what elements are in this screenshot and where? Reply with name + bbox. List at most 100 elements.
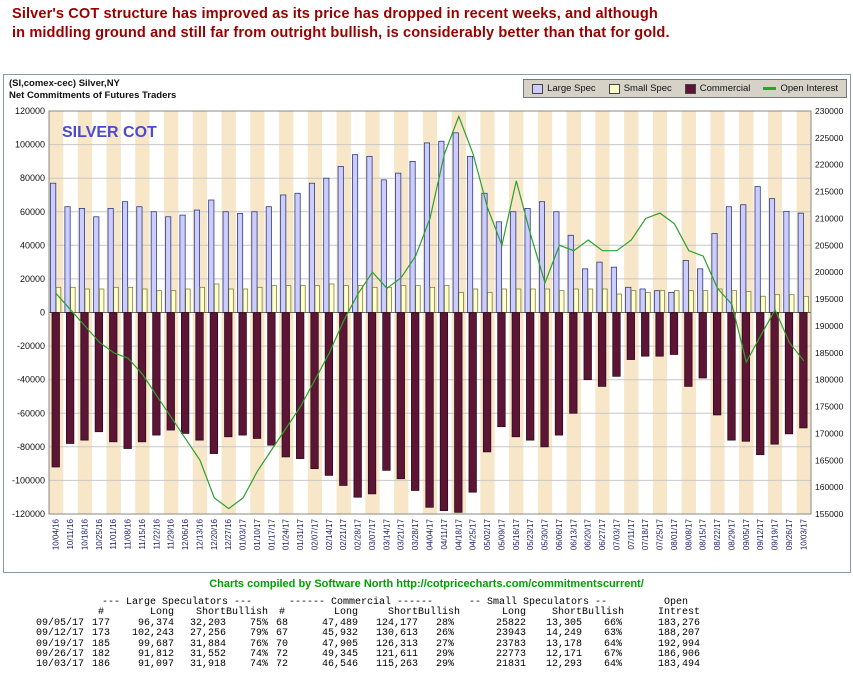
svg-text:05/23/17: 05/23/17 [526, 518, 535, 550]
svg-text:06/06/17: 06/06/17 [555, 518, 564, 550]
svg-text:05/30/17: 05/30/17 [541, 518, 550, 550]
svg-text:205000: 205000 [815, 240, 844, 250]
svg-text:195000: 195000 [815, 294, 844, 304]
svg-text:08/22/17: 08/22/17 [713, 518, 722, 550]
table-cell: 183,494 [657, 659, 700, 671]
table-cell: 76% [249, 638, 268, 650]
table-cell: 99,687 [137, 638, 174, 650]
table-cell: Bullish [418, 607, 461, 619]
table-cell: 45,932 [321, 628, 358, 640]
svg-text:03/28/17: 03/28/17 [411, 518, 420, 550]
table-cell: 72 [275, 649, 288, 661]
chart-instrument: (SI,comex-cec) Silver,NY [9, 78, 120, 89]
table-cell: 26% [435, 628, 454, 640]
chart-title-block: (SI,comex-cec) Silver,NY Net Commitments… [9, 78, 176, 101]
svg-text:10/18/16: 10/18/16 [80, 518, 89, 550]
svg-text:0: 0 [40, 308, 45, 318]
table-cell: 31,918 [189, 659, 226, 671]
table-cell: 47,905 [321, 638, 358, 650]
svg-text:05/09/17: 05/09/17 [497, 518, 506, 550]
svg-text:220000: 220000 [815, 160, 844, 170]
svg-text:120000: 120000 [15, 106, 45, 116]
table-cell: Bullish [582, 607, 625, 619]
svg-text:12/27/16: 12/27/16 [224, 518, 233, 550]
table-cell: 09/26/17 [36, 649, 85, 661]
table-cell: 27% [435, 638, 454, 650]
headline-line1: Silver's COT structure has improved as i… [12, 6, 658, 22]
table-cell: 25822 [495, 617, 526, 629]
table-cell: # [97, 607, 104, 619]
svg-text:165000: 165000 [815, 455, 844, 465]
legend-item-small-spec: Small Spec [608, 83, 672, 94]
table-cell: 63% [603, 628, 622, 640]
svg-text:09/26/17: 09/26/17 [785, 518, 794, 550]
table-cell: 186 [91, 659, 110, 671]
table-cell: 29% [435, 649, 454, 661]
svg-text:04/25/17: 04/25/17 [469, 518, 478, 550]
table-cell: 74% [249, 649, 268, 661]
svg-text:230000: 230000 [815, 106, 844, 116]
legend-label-small-spec: Small Spec [623, 83, 672, 94]
svg-text:11/01/16: 11/01/16 [109, 518, 118, 549]
legend-label-open-interest: Open Interest [780, 83, 838, 94]
svg-text:03/07/17: 03/07/17 [368, 518, 377, 550]
svg-text:06/13/17: 06/13/17 [569, 518, 578, 550]
table-cell: 91,812 [137, 649, 174, 661]
svg-text:04/11/17: 04/11/17 [440, 518, 449, 549]
table-cell: 10/03/17 [36, 659, 85, 671]
svg-text:210000: 210000 [815, 214, 844, 224]
legend-item-commercial: Commercial [684, 83, 750, 94]
table-cell: 29% [435, 659, 454, 671]
svg-text:200000: 200000 [815, 267, 844, 277]
commercial-swatch-icon [684, 83, 696, 94]
table-cell: 96,374 [137, 617, 174, 629]
svg-text:05/02/17: 05/02/17 [483, 518, 492, 550]
svg-text:100000: 100000 [15, 140, 45, 150]
table-cell: 27,256 [189, 628, 226, 640]
table-cell: Short [387, 607, 418, 619]
table-cell: -- Small Speculators -- [468, 597, 608, 608]
table-cell: 64% [603, 659, 622, 671]
svg-text:11/15/16: 11/15/16 [138, 518, 147, 549]
svg-text:11/08/16: 11/08/16 [124, 518, 133, 549]
table-cell [36, 598, 86, 608]
svg-text:12/06/16: 12/06/16 [181, 518, 190, 550]
table-cell: 28% [435, 617, 454, 629]
svg-text:07/18/17: 07/18/17 [641, 518, 650, 550]
table-cell: 31,552 [189, 649, 226, 661]
small-spec-swatch-icon [608, 83, 620, 94]
svg-text:11/22/16: 11/22/16 [152, 518, 161, 549]
table-cell: 185 [91, 638, 110, 650]
chart-legend: Large Spec Small Spec Commercial Open In… [523, 79, 847, 98]
table-cell: 126,313 [375, 638, 418, 650]
table-cell: 23943 [495, 628, 526, 640]
svg-text:01/24/17: 01/24/17 [282, 518, 291, 550]
table-cell: 183,276 [657, 617, 700, 629]
large-spec-swatch-icon [532, 83, 544, 94]
svg-text:10/25/16: 10/25/16 [95, 518, 104, 550]
table-cell: 12,171 [545, 649, 582, 661]
svg-text:80000: 80000 [20, 173, 45, 183]
svg-text:215000: 215000 [815, 187, 844, 197]
svg-text:01/17/17: 01/17/17 [267, 518, 276, 550]
table-cell: 121,611 [375, 649, 418, 661]
svg-text:175000: 175000 [815, 402, 844, 412]
table-cell: # [278, 607, 285, 619]
legend-label-large-spec: Large Spec [547, 83, 596, 94]
svg-text:190000: 190000 [815, 321, 844, 331]
table-cell: 75% [249, 617, 268, 629]
svg-text:09/12/17: 09/12/17 [756, 518, 765, 550]
svg-text:60000: 60000 [20, 207, 45, 217]
chart-panel: (SI,comex-cec) Silver,NY Net Commitments… [3, 74, 851, 573]
svg-text:08/01/17: 08/01/17 [670, 518, 679, 550]
table-cell: 188,207 [657, 628, 700, 640]
table-cell: 177 [91, 617, 110, 629]
svg-text:01/10/17: 01/10/17 [253, 518, 262, 550]
table-cell: 47,489 [321, 617, 358, 629]
svg-text:04/04/17: 04/04/17 [426, 518, 435, 550]
table-cell: 67% [603, 649, 622, 661]
legend-item-open-interest: Open Interest [763, 83, 838, 94]
table-cell: 46,546 [321, 659, 358, 671]
table-cell: 13,178 [545, 638, 582, 650]
